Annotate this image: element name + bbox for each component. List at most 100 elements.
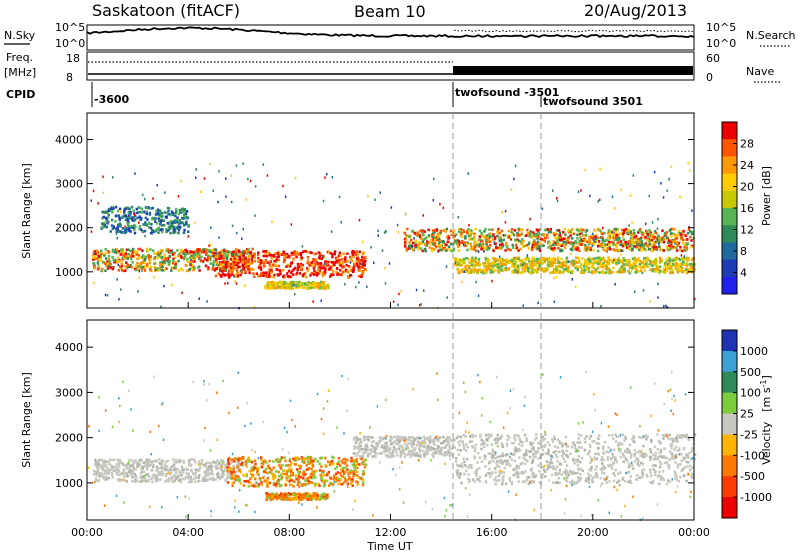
echo-cell [287,282,290,286]
echo-cell [571,248,574,252]
echo-cell [258,274,261,278]
echo-cell [340,263,344,266]
echo-cell [660,240,663,243]
echo-cell [92,256,95,259]
echo-cell [440,248,443,252]
echo-cell [600,270,603,274]
echo-cell [694,297,696,301]
search-noise-trace [454,29,695,33]
echo-cell [404,213,407,216]
echo-cell [305,468,309,471]
echo-cell [110,218,114,222]
echo-cell [349,261,352,264]
echo-cell [499,262,502,266]
echo-cell [314,469,318,473]
echo-cell [247,177,249,181]
echo-cell [564,238,568,241]
echo-cell [135,207,138,211]
echo-cell [306,269,310,272]
echo-cell [682,261,685,264]
echo-cell [233,275,235,278]
echo-cell [681,267,684,270]
echo-cell [517,249,520,252]
echo-cell [574,260,577,263]
echo-cell [456,268,459,271]
echo-cell [608,270,612,273]
echo-cell [142,256,145,259]
echo-cell [661,229,664,232]
echo-cell [110,473,114,476]
echo-cell [516,264,520,268]
echo-cell [679,195,681,199]
echo-cell [200,462,204,465]
echo-cell [123,208,127,211]
echo-cell [128,458,131,462]
echo-cell [329,460,333,464]
echo-cell [279,272,282,275]
echo-cell [621,232,625,236]
echo-cell [667,241,670,244]
echo-cell [92,253,95,257]
echo-cell [615,270,618,274]
echo-cell [654,247,657,251]
echo-cell [149,248,152,251]
echo-cell [556,256,560,259]
echo-cell [431,235,434,238]
echo-cell [190,267,194,270]
echo-cell [322,271,325,274]
echo-cell [396,454,399,457]
echo-cell [107,264,110,268]
echo-cell [142,266,146,270]
echo-cell [217,473,220,476]
echo-cell [530,248,534,251]
echo-cell [634,258,637,261]
echo-cell [305,464,308,467]
echo-cell [405,453,409,457]
echo-cell [339,264,342,267]
echo-cell [173,460,176,464]
echo-cell [103,254,106,257]
echo-cell [264,286,268,290]
echo-cell [247,456,251,460]
echo-cell [228,456,231,460]
echo-cell [445,227,449,231]
echo-cell [156,468,159,471]
echo-cell [656,227,659,230]
echo-cell [150,207,153,210]
echo-cell [231,476,234,480]
echo-cell [495,246,498,250]
echo-cell [171,261,175,265]
echo-cell [634,245,637,248]
echo-cell [349,269,353,272]
echo-cell [584,263,588,266]
echo-cell [548,245,552,248]
echo-cell [180,210,183,213]
echo-cell [630,239,633,242]
echo-cell [324,260,327,263]
echo-cell [517,257,520,261]
echo-cell [473,245,477,249]
echo-cell [634,261,638,265]
echo-cell [322,255,326,259]
echo-cell [584,258,587,262]
echo-cell [183,228,186,232]
echo-cell [560,265,563,269]
echo-cell [433,241,436,245]
echo-cell [114,214,118,218]
echo-cell [143,261,146,265]
echo-cell [159,478,162,481]
echo-cell [180,473,183,477]
echo-cell [597,240,601,243]
echo-cell [94,255,97,259]
echo-cell [439,202,441,206]
echo-cell [662,270,665,274]
echo-cell [160,219,163,223]
echo-cell [260,458,263,462]
echo-cell [111,458,115,462]
echo-cell [456,239,459,242]
echo-cell [541,262,544,265]
echo-cell [309,475,312,479]
echo-cell [587,267,590,270]
echo-cell [341,271,345,274]
echo-cell [116,209,120,213]
